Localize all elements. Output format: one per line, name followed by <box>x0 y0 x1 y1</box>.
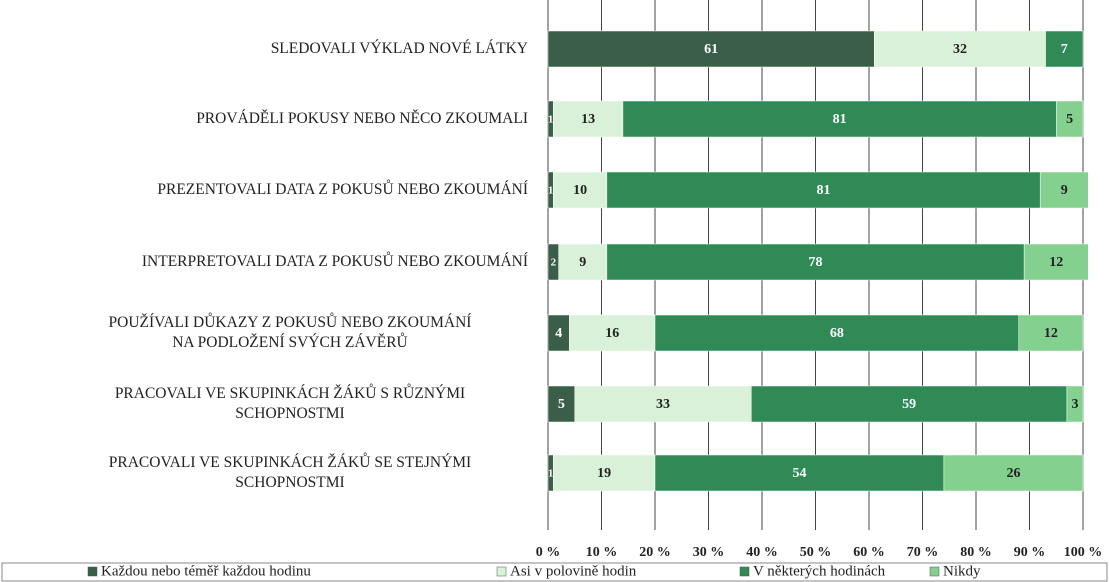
x-tick-label: 80 % <box>960 545 992 560</box>
value-label: 9 <box>579 255 586 270</box>
value-label: 81 <box>833 112 847 127</box>
value-label: 1 <box>548 185 554 197</box>
value-label: 12 <box>1049 255 1063 270</box>
bar-segment <box>558 243 608 281</box>
bar-segment <box>1066 385 1084 423</box>
bar-segment <box>1056 100 1084 138</box>
bar-segment <box>606 171 1041 209</box>
x-tick-label: 70 % <box>907 545 939 560</box>
bar-segment <box>553 454 656 492</box>
x-tick-label: 100 % <box>1064 545 1103 560</box>
value-label: 26 <box>1006 466 1020 481</box>
x-tick-label: 40 % <box>746 545 778 560</box>
value-label: 3 <box>1071 397 1078 412</box>
x-tick-label: 90 % <box>1014 545 1046 560</box>
legend-label: V některých hodinách <box>753 563 886 579</box>
value-label: 13 <box>581 112 595 127</box>
value-label: 59 <box>902 397 916 412</box>
bar-segment <box>1023 243 1089 281</box>
legend-swatch <box>929 566 940 577</box>
x-tick-label: 60 % <box>853 545 885 560</box>
value-label: 61 <box>704 42 718 57</box>
value-label: 32 <box>953 42 967 57</box>
value-label: 19 <box>597 466 611 481</box>
value-label: 33 <box>656 397 670 412</box>
bar-segment <box>569 314 656 352</box>
bar-segment <box>547 385 575 423</box>
bar-segment <box>943 454 1084 492</box>
bar-segment <box>553 171 608 209</box>
legend-box <box>1 562 1108 582</box>
value-label: 1 <box>548 114 554 126</box>
legend-label: Asi v polovině hodin <box>510 563 637 579</box>
value-label: 12 <box>1044 326 1058 341</box>
category-label: PRACOVALI VE SKUPINKÁCH ŽÁKŮ SE STEJNÝMI… <box>109 453 471 491</box>
value-label: 78 <box>809 255 823 270</box>
value-label: 68 <box>830 326 844 341</box>
value-label: 4 <box>555 326 562 341</box>
legend-swatch <box>739 566 750 577</box>
x-tick-label: 30 % <box>693 545 725 560</box>
value-label: 54 <box>792 466 806 481</box>
x-tick-label: 0 % <box>536 545 561 560</box>
legend-label: Nikdy <box>943 563 981 579</box>
category-label: SLEDOVALI VÝKLAD NOVÉ LÁTKY <box>271 40 528 57</box>
bar-segment <box>1018 314 1084 352</box>
legend-label: Každou nebo téměř každou hodinu <box>101 563 311 579</box>
category-label: PROVÁDĚLI POKUSY NEBO NĚCO ZKOUMALI <box>196 110 528 127</box>
bar-segment <box>553 100 624 138</box>
x-tick-label: 10 % <box>586 545 618 560</box>
value-label: 9 <box>1061 183 1068 198</box>
bar-segment <box>574 385 752 423</box>
value-label: 1 <box>548 468 554 480</box>
category-label: PRACOVALI VE SKUPINKÁCH ŽÁKŮ S RŮZNÝMI SC… <box>115 384 465 422</box>
value-label: 10 <box>573 183 587 198</box>
value-label: 81 <box>817 183 831 198</box>
value-label: 2 <box>551 257 557 269</box>
category-label: PREZENTOVALI DATA Z POKUSŮ NEBO ZKOUMÁNÍ <box>157 180 528 198</box>
x-tick-label: 20 % <box>639 545 671 560</box>
value-label: 16 <box>605 326 619 341</box>
bar-segment <box>1039 171 1089 209</box>
bar-segment <box>606 243 1025 281</box>
bar-segment <box>654 314 1020 352</box>
category-label: INTERPRETOVALI DATA Z POKUSŮ NEBO ZKOUMÁ… <box>142 252 528 270</box>
value-label: 5 <box>1066 112 1073 127</box>
bar-segment <box>1045 30 1084 68</box>
x-tick-label: 50 % <box>800 545 832 560</box>
value-label: 5 <box>558 397 565 412</box>
bar-segment <box>654 454 945 492</box>
category-label: POUŽÍVALI DŮKAZY Z POKUSŮ NEBO ZKOUMÁNÍ N… <box>109 313 472 351</box>
bar-segment <box>874 30 1046 68</box>
bar-segment <box>547 30 875 68</box>
legend-swatch <box>496 566 507 577</box>
legend-swatch <box>87 566 98 577</box>
value-label: 7 <box>1061 42 1068 57</box>
